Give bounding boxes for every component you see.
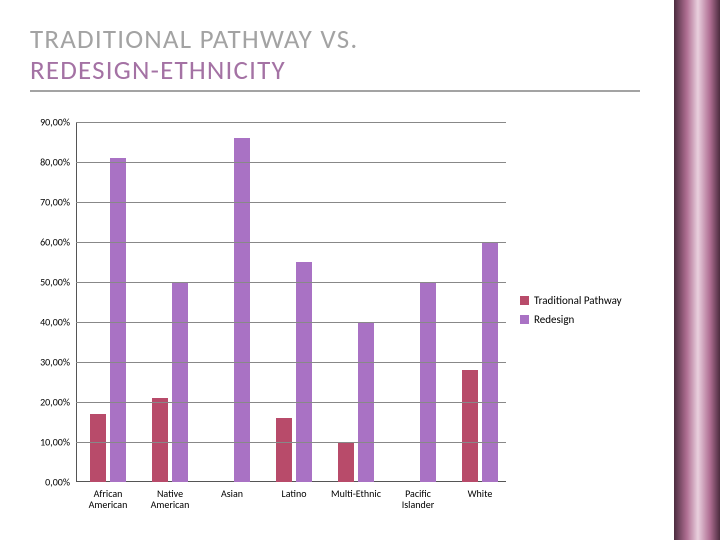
y-tick-label: 80,00% <box>40 156 70 169</box>
legend-item-traditional: Traditional Pathway <box>520 294 622 307</box>
page: TRADITIONAL PATHWAY VS. REDESIGN-ETHNICI… <box>0 0 720 540</box>
x-tick-label: White <box>450 488 510 499</box>
legend-swatch-traditional <box>520 296 529 305</box>
y-tick-label: 70,00% <box>40 196 70 209</box>
title-line-1: TRADITIONAL PATHWAY VS. <box>30 24 640 55</box>
plot-area: 0,00%10,00%20,00%30,00%40,00%50,00%60,00… <box>76 122 506 482</box>
title-block: TRADITIONAL PATHWAY VS. REDESIGN-ETHNICI… <box>30 24 640 92</box>
title-line-2: REDESIGN-ETHNICITY <box>30 55 640 92</box>
bars-layer <box>76 122 506 482</box>
gridline <box>76 242 506 243</box>
y-tick-label: 90,00% <box>40 116 70 129</box>
x-tick-label: Pacific Islander <box>388 488 448 510</box>
legend: Traditional Pathway Redesign <box>520 288 622 332</box>
y-tick-label: 40,00% <box>40 316 70 329</box>
x-tick-label: Latino <box>264 488 324 499</box>
x-tick-label: Native American <box>140 488 200 510</box>
legend-item-redesign: Redesign <box>520 313 622 326</box>
x-tick-label: Multi-Ethnic <box>326 488 386 499</box>
y-tick-label: 0,00% <box>45 476 70 489</box>
bar-traditional <box>152 398 168 482</box>
legend-swatch-redesign <box>520 315 529 324</box>
gridline <box>76 322 506 323</box>
bar-redesign <box>234 138 250 482</box>
gridline <box>76 162 506 163</box>
bar-traditional <box>462 370 478 482</box>
gridline <box>76 202 506 203</box>
bar-redesign <box>172 282 188 482</box>
y-tick-label: 10,00% <box>40 436 70 449</box>
right-gradient-band <box>674 0 720 540</box>
y-tick-label: 50,00% <box>40 276 70 289</box>
bar-redesign <box>110 158 126 482</box>
gridline <box>76 282 506 283</box>
x-tick-label: African American <box>78 488 138 510</box>
gridline <box>76 122 506 123</box>
bar-redesign <box>296 262 312 482</box>
bar-traditional <box>338 442 354 482</box>
bar-redesign <box>420 282 436 482</box>
bar-traditional <box>276 418 292 482</box>
x-tick-label: Asian <box>202 488 262 499</box>
gridline <box>76 442 506 443</box>
y-tick-label: 30,00% <box>40 356 70 369</box>
legend-label-redesign: Redesign <box>534 313 574 326</box>
legend-label-traditional: Traditional Pathway <box>534 294 622 307</box>
y-tick-label: 60,00% <box>40 236 70 249</box>
gridline <box>76 402 506 403</box>
bar-traditional <box>90 414 106 482</box>
chart-container: 0,00% 10,00% 20,00% 30,00% 40,00% 50,00% 60,00… <box>20 122 660 522</box>
y-tick-label: 20,00% <box>40 396 70 409</box>
gridline <box>76 362 506 363</box>
